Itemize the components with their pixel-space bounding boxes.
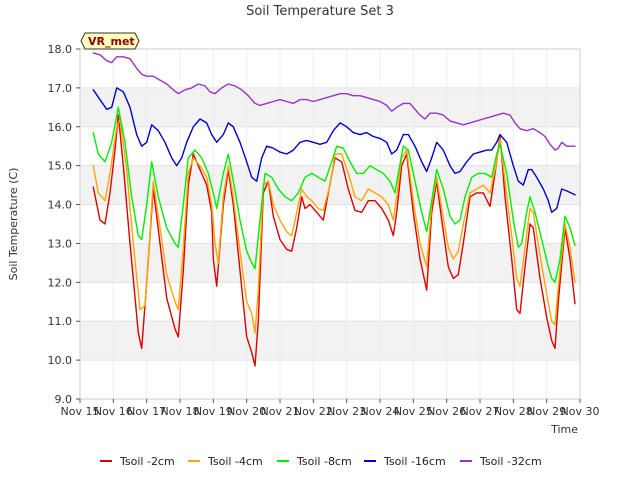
x-tick-label: Nov 19 [194,405,233,418]
legend-item: Tsoil -16cm [364,455,446,468]
y-tick-label: 12.0 [48,276,73,289]
legend-item: Tsoil -8cm [277,455,352,468]
vr-met-badge: VR_met [80,32,140,50]
x-tick-label: Nov 16 [94,405,133,418]
legend-label: Tsoil -8cm [296,455,352,468]
x-tick-label: Nov 15 [61,405,100,418]
x-tick-label: Nov 25 [394,405,433,418]
plot-band [80,204,580,244]
chart-title: Soil Temperature Set 3 [246,4,394,19]
series-line-tsoil-32cm [92,52,576,151]
x-tick-label: Nov 21 [261,405,300,418]
plot-frame [79,48,581,400]
y-tick-label: 17.0 [48,82,73,95]
legend: Tsoil -2cm Tsoil -4cm Tsoil -8cm Tsoil -16c… [100,455,542,468]
y-tick-label: 15.0 [48,160,73,173]
x-tick-label: Nov 18 [161,405,200,418]
plot-band [80,126,580,166]
legend-label: Tsoil -32cm [479,455,542,468]
y-tick-label: 9.0 [55,393,73,406]
y-tick-label: 10.0 [48,354,73,367]
series-line-tsoil-8cm [92,106,576,283]
x-tick-label: Nov 27 [461,405,500,418]
series-lines [92,52,576,367]
x-tick-label: Nov 17 [127,405,166,418]
x-tick-label: Nov 28 [494,405,533,418]
badge-shape [80,32,140,50]
plot-band [80,49,580,88]
legend-label: Tsoil -16cm [383,455,446,468]
x-tick-label: Nov 24 [361,405,400,418]
y-axis-ticks: 9.0 10.0 11.0 12.0 13.0 14.0 15.0 16.0 17.0 18.0 [48,43,80,406]
x-tick-label: Nov 26 [427,405,466,418]
series-line-tsoil-16cm [92,87,576,213]
plot-band [80,360,580,399]
y-tick-label: 16.0 [48,121,73,134]
x-tick-label: Nov 23 [327,405,366,418]
x-axis-title: Time [550,423,578,436]
legend-item: Tsoil -2cm [100,455,175,468]
y-tick-label: 14.0 [48,199,73,212]
legend-item: Tsoil -32cm [460,455,542,468]
x-tick-label: Nov 20 [227,405,266,418]
plot-background-bands [80,49,580,399]
plot-band [80,87,580,127]
plot-band [80,243,580,283]
x-tick-label: Nov 30 [561,405,600,418]
legend-item: Tsoil -4cm [188,455,263,468]
y-axis-title: Soil Temperature (C) [7,168,20,281]
y-tick-label: 18.0 [48,43,73,56]
x-tick-label: Nov 29 [527,405,566,418]
legend-label: Tsoil -2cm [119,455,175,468]
plot-band [80,321,580,361]
y-tick-label: 11.0 [48,315,73,328]
badge-label: VR_met [88,35,135,48]
plot-band [80,282,580,322]
legend-label: Tsoil -4cm [207,455,263,468]
y-tick-label: 13.0 [48,237,73,250]
x-tick-label: Nov 22 [294,405,333,418]
